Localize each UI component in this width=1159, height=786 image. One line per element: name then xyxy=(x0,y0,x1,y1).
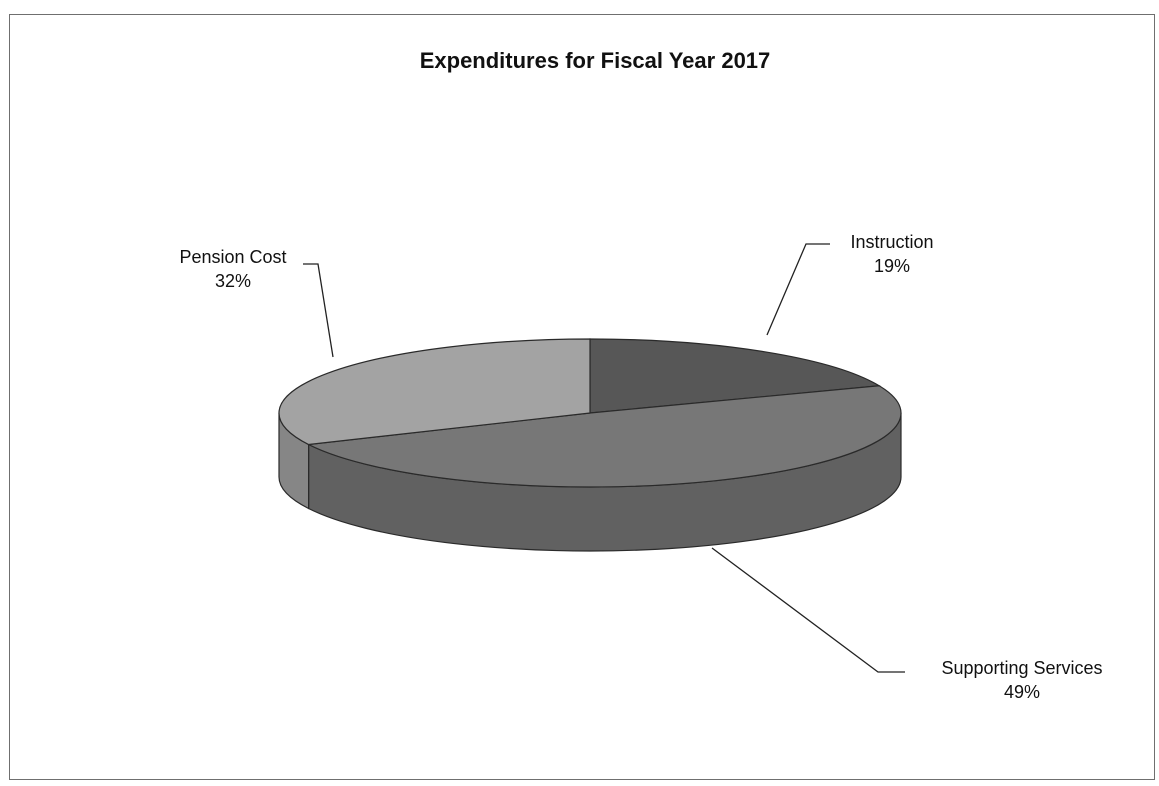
chart-title: Expenditures for Fiscal Year 2017 xyxy=(420,48,771,73)
leader-line-supporting-services xyxy=(711,547,905,673)
slice-percent-instruction: 19% xyxy=(874,256,910,276)
pie-slice-supporting-services xyxy=(306,385,902,488)
slice-labels: Instruction 19% Supporting Services 49% Pens… xyxy=(179,232,1102,702)
pie-slice-instruction xyxy=(589,338,882,414)
leader-lines xyxy=(303,243,905,673)
pie-slice-pension-cost xyxy=(278,338,591,446)
slice-percent-pension-cost: 32% xyxy=(215,271,251,291)
leader-line-instruction xyxy=(766,243,830,336)
slice-label-instruction: Instruction xyxy=(850,232,933,252)
slice-label-supporting-services: Supporting Services xyxy=(941,658,1102,678)
pie-tops xyxy=(278,338,902,488)
leader-line-pension-cost xyxy=(303,263,334,358)
slice-percent-supporting-services: 49% xyxy=(1004,682,1040,702)
slice-label-pension-cost: Pension Cost xyxy=(179,247,286,267)
